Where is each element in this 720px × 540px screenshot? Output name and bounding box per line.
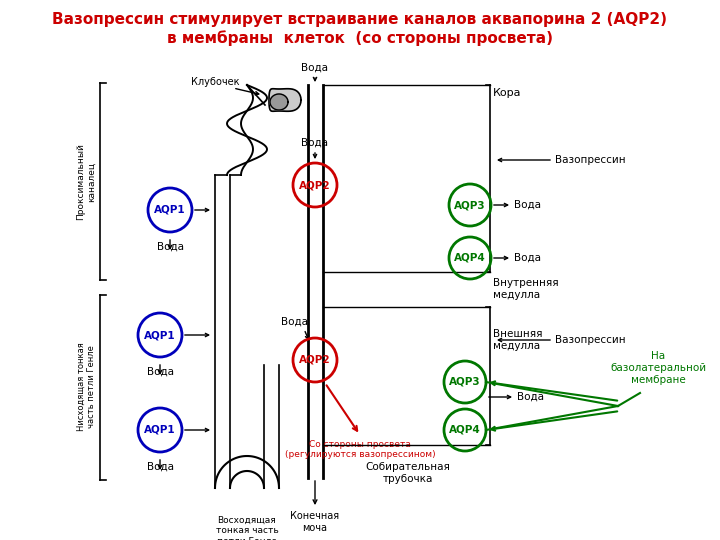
Text: На
базолатеральной
мембране: На базолатеральной мембране [610, 352, 706, 384]
Polygon shape [269, 89, 301, 111]
Text: Вазопрессин стимулирует встраивание каналов аквапорина 2 (AQP2): Вазопрессин стимулирует встраивание кана… [53, 12, 667, 27]
Text: Вода: Вода [302, 63, 328, 73]
Text: Кора: Кора [493, 88, 521, 98]
Text: в мембраны  клеток  (со стороны просвета): в мембраны клеток (со стороны просвета) [167, 30, 553, 46]
Text: Вода: Вода [282, 317, 308, 327]
Text: Проксимальный
каналец: Проксимальный каналец [76, 144, 96, 220]
Text: Вода: Вода [146, 367, 174, 377]
Text: AQP4: AQP4 [454, 253, 486, 263]
Text: Вода: Вода [156, 242, 184, 252]
Text: Вазопрессин: Вазопрессин [555, 155, 626, 165]
Text: AQP4: AQP4 [449, 425, 481, 435]
Text: Конечная
моча: Конечная моча [290, 511, 340, 532]
Text: Внутренняя
медулла: Внутренняя медулла [493, 278, 559, 300]
Text: AQP3: AQP3 [454, 200, 486, 210]
Text: AQP3: AQP3 [449, 377, 481, 387]
Text: Вода: Вода [302, 138, 328, 148]
Text: Собирательная
трубочка: Собирательная трубочка [366, 462, 451, 484]
Text: AQP1: AQP1 [144, 425, 176, 435]
Text: AQP2: AQP2 [300, 355, 330, 365]
Text: AQP2: AQP2 [300, 180, 330, 190]
Polygon shape [270, 94, 288, 110]
Text: Внешняя
медулла: Внешняя медулла [493, 329, 542, 351]
Text: Вода: Вода [146, 462, 174, 472]
Text: Вода: Вода [517, 392, 544, 402]
Text: Нисходящая тонкая
часть петли Генле: Нисходящая тонкая часть петли Генле [76, 342, 96, 431]
Text: AQP1: AQP1 [144, 330, 176, 340]
Text: Вазопрессин: Вазопрессин [555, 335, 626, 345]
Text: Со стороны просвета
(регулируются вазопрессином): Со стороны просвета (регулируются вазопр… [284, 440, 436, 460]
Text: AQP1: AQP1 [154, 205, 186, 215]
Text: Восходящая
тонкая часть
петли Генле: Восходящая тонкая часть петли Генле [215, 516, 279, 540]
Text: Вода: Вода [514, 200, 541, 210]
Text: Клубочек: Клубочек [191, 77, 239, 87]
Text: Вода: Вода [514, 253, 541, 263]
